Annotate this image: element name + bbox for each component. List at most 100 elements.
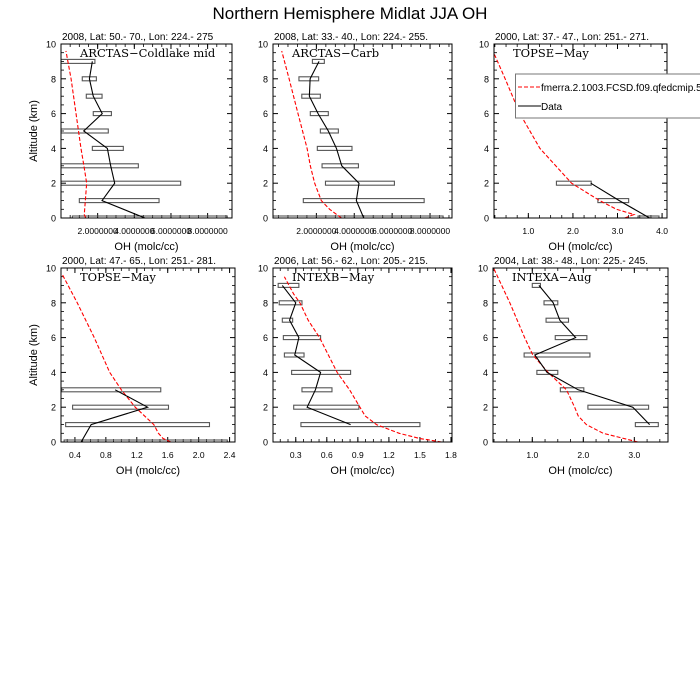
x-tick-label: 6.0000000 [372,226,412,236]
y-tick-label: 0 [484,214,489,224]
plot-frame [272,43,453,219]
range-box [543,300,559,306]
data-series-line [80,389,150,442]
y-tick-label: 2 [51,403,56,413]
data-series-line [281,285,351,426]
range-box [71,215,228,218]
x-tick-label: 4.0000000 [334,226,374,236]
range-box [78,198,160,204]
campaign-label: TOPSE−May [80,270,156,284]
x-axis-label: OH (molc/cc) [548,241,612,253]
range-box [61,128,109,134]
y-tick-label: 4 [483,368,488,378]
y-tick-label: 4 [51,144,56,154]
panel-title: 2000, Lat: 47.- 65., Lon: 251.- 281. [62,256,216,267]
campaign-label: INTEXB−May [292,270,375,284]
x-axis-label: OH (molc/cc) [114,241,178,253]
panel-title: 2004, Lat: 38.- 48., Lon: 225.- 245. [494,256,648,267]
campaign-label: INTEXA−Aug [512,270,592,284]
plot-area [61,50,228,218]
plot-frame [60,43,233,219]
range-box [587,404,650,410]
x-tick-label: 4.0 [656,226,668,236]
y-tick-label: 6 [263,333,268,343]
range-box [302,198,425,204]
legend-data-label: Data [541,102,563,113]
y-tick-label: 0 [51,214,56,224]
plot-area [61,274,228,442]
range-box [301,387,333,393]
range-box [273,215,444,218]
x-tick-label: 0.8 [100,450,112,460]
x-axis-label: OH (molc/cc) [330,241,394,253]
range-box [545,317,570,323]
x-tick-label: 2.0 [567,226,579,236]
range-box [278,300,303,306]
y-tick-label: 8 [51,298,56,308]
range-box [536,369,559,375]
y-tick-label: 6 [51,333,56,343]
panel-6: 2004, Lat: 38.- 48., Lon: 225.- 245. 0 2 4 6… [478,256,669,477]
y-tick-label: 8 [263,298,268,308]
plot-frame [492,267,669,443]
y-tick-label: 2 [51,179,56,189]
x-tick-label: 1.2 [131,450,143,460]
range-box [291,369,352,375]
range-box [555,180,592,186]
range-box [523,352,591,358]
range-box [559,387,585,393]
y-axis-label: Altitude (km) [28,100,40,162]
x-tick-label: 2.0000000 [78,226,118,236]
panel-5: 2006, Lat: 56.- 62., Lon: 205.- 215. 0 2 4 6… [258,256,457,477]
y-tick-label: 0 [263,438,268,448]
x-tick-label: 3.0 [612,226,624,236]
figure-title: Northern Hemisphere Midlat JJA OH [212,4,488,23]
y-tick-label: 0 [483,438,488,448]
range-box [63,439,228,442]
range-box [61,58,96,64]
y-tick-label: 8 [51,74,56,84]
range-box [634,422,659,428]
range-box [281,317,294,323]
panel-2: 2008, Lat: 33.- 40., Lon: 224.- 255. 0 2 4 6… [258,32,453,253]
y-tick-label: 6 [484,109,489,119]
range-box [321,163,359,169]
y-tick-label: 2 [263,403,268,413]
y-tick-label: 4 [484,144,489,154]
campaign-label: ARCTAS−Carb [291,46,379,60]
x-tick-label: 2.0000000 [296,226,336,236]
range-box [324,180,395,186]
y-tick-label: 4 [263,144,268,154]
y-tick-label: 2 [483,403,488,413]
panel-1: 2008, Lat: 50.- 70., Lon: 224.- 275 0 2 4 6 8… [28,32,233,253]
data-series-line [533,285,651,425]
range-box [65,422,211,428]
y-tick-label: 10 [258,40,268,50]
x-tick-label: 1.0 [522,226,534,236]
y-tick-label: 10 [46,264,56,274]
y-tick-label: 8 [483,298,488,308]
x-tick-label: 2.4 [224,450,236,460]
x-tick-label: 4.0000000 [114,226,154,236]
model-series-line [65,50,88,218]
model-series-line [493,268,639,442]
plot-frame [60,267,236,443]
panel-3: 2000, Lat: 37.- 47., Lon: 251.- 271. 0 2 4 6… [479,32,700,253]
range-box [637,215,660,218]
plot-area [493,268,659,442]
range-box [61,387,162,393]
y-tick-label: 10 [478,264,488,274]
data-series-line [590,182,650,218]
campaign-label: ARCTAS−Coldlake mid [79,46,216,60]
x-tick-label: 2.0 [193,450,205,460]
panel-title: 2008, Lat: 50.- 70., Lon: 224.- 275 [62,32,214,43]
data-series-line [82,61,146,218]
range-box [298,76,320,82]
x-tick-label: 8.0000000 [188,226,228,236]
y-tick-label: 6 [263,109,268,119]
x-tick-label: 0.4 [69,450,81,460]
range-box [92,111,112,117]
range-box [282,335,322,341]
range-box [597,198,630,204]
